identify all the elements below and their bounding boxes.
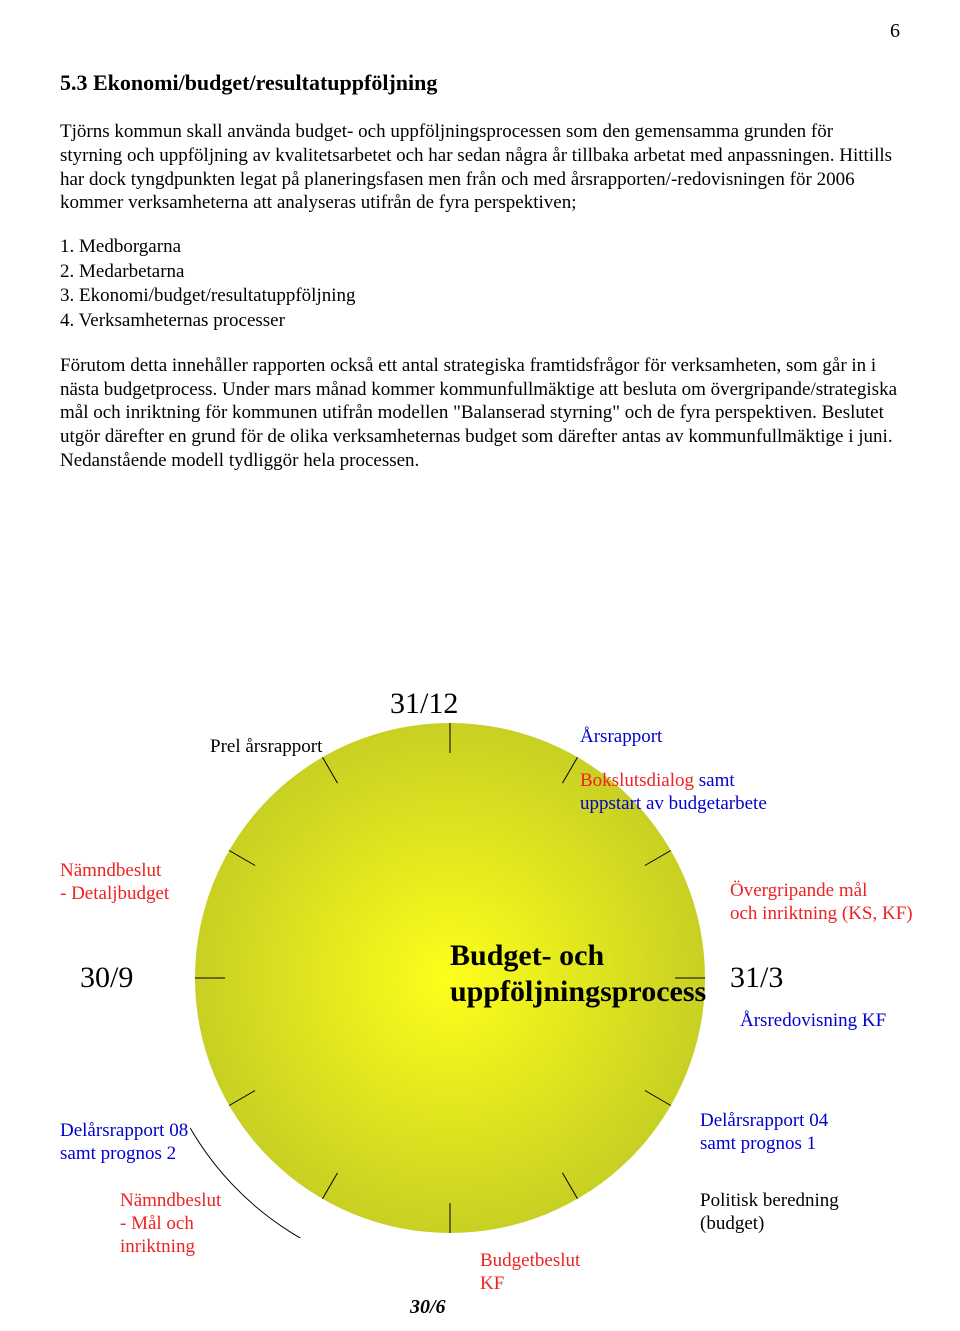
date-right: 31/3 <box>730 960 783 996</box>
list-item: 2. Medarbetarna <box>60 260 900 285</box>
center-title: Budget- och uppföljningsprocess <box>290 938 610 974</box>
date-left: 30/9 <box>80 960 133 996</box>
page-number: 6 <box>890 20 900 43</box>
label-bokslut-red: Bokslutsdialog <box>580 770 694 791</box>
label-bokslut: Bokslutsdialog samt uppstart av budgetar… <box>580 770 767 816</box>
label-delarsrapport08: Delårsrapport 08 samt prognos 2 <box>60 1120 188 1166</box>
label-arsredovisning: Årsredovisning KF <box>740 1010 886 1033</box>
date-top: 31/12 <box>390 686 458 722</box>
label-overgripande: Övergripande mål och inriktning (KS, KF) <box>730 880 913 926</box>
paragraph-2: Förutom detta innehåller rapporten också… <box>60 354 900 473</box>
perspective-list: 1. Medborgarna 2. Medarbetarna 3. Ekonom… <box>60 235 900 334</box>
label-prel-arsrapport: Prel årsrapport <box>210 736 322 759</box>
text-content: 5.3 Ekonomi/budget/resultatuppföljning T… <box>60 70 900 493</box>
center-title-line1: Budget- och <box>450 938 604 974</box>
label-arsrapport: Årsrapport <box>580 726 662 749</box>
list-item: 3. Ekonomi/budget/resultatuppföljning <box>60 284 900 309</box>
process-diagram: Budget- och uppföljningsprocess 31/12 30… <box>0 670 960 1330</box>
label-politisk: Politisk beredning (budget) <box>700 1190 839 1236</box>
label-delarsrapport04: Delårsrapport 04 samt prognos 1 <box>700 1110 828 1156</box>
date-bottom: 30/6 <box>410 1295 446 1319</box>
label-namnd-detaljbudget: Nämndbeslut - Detaljbudget <box>60 860 169 906</box>
label-budgetbeslut: Budgetbeslut KF <box>480 1250 580 1296</box>
list-item: 4. Verksamheternas processer <box>60 309 900 334</box>
list-item: 1. Medborgarna <box>60 235 900 260</box>
paragraph-1: Tjörns kommun skall använda budget- och … <box>60 120 900 215</box>
center-title-line2: uppföljningsprocess <box>450 974 706 1010</box>
label-namnd-mal: Nämndbeslut - Mål och inriktning <box>120 1190 221 1258</box>
section-heading: 5.3 Ekonomi/budget/resultatuppföljning <box>60 70 900 96</box>
